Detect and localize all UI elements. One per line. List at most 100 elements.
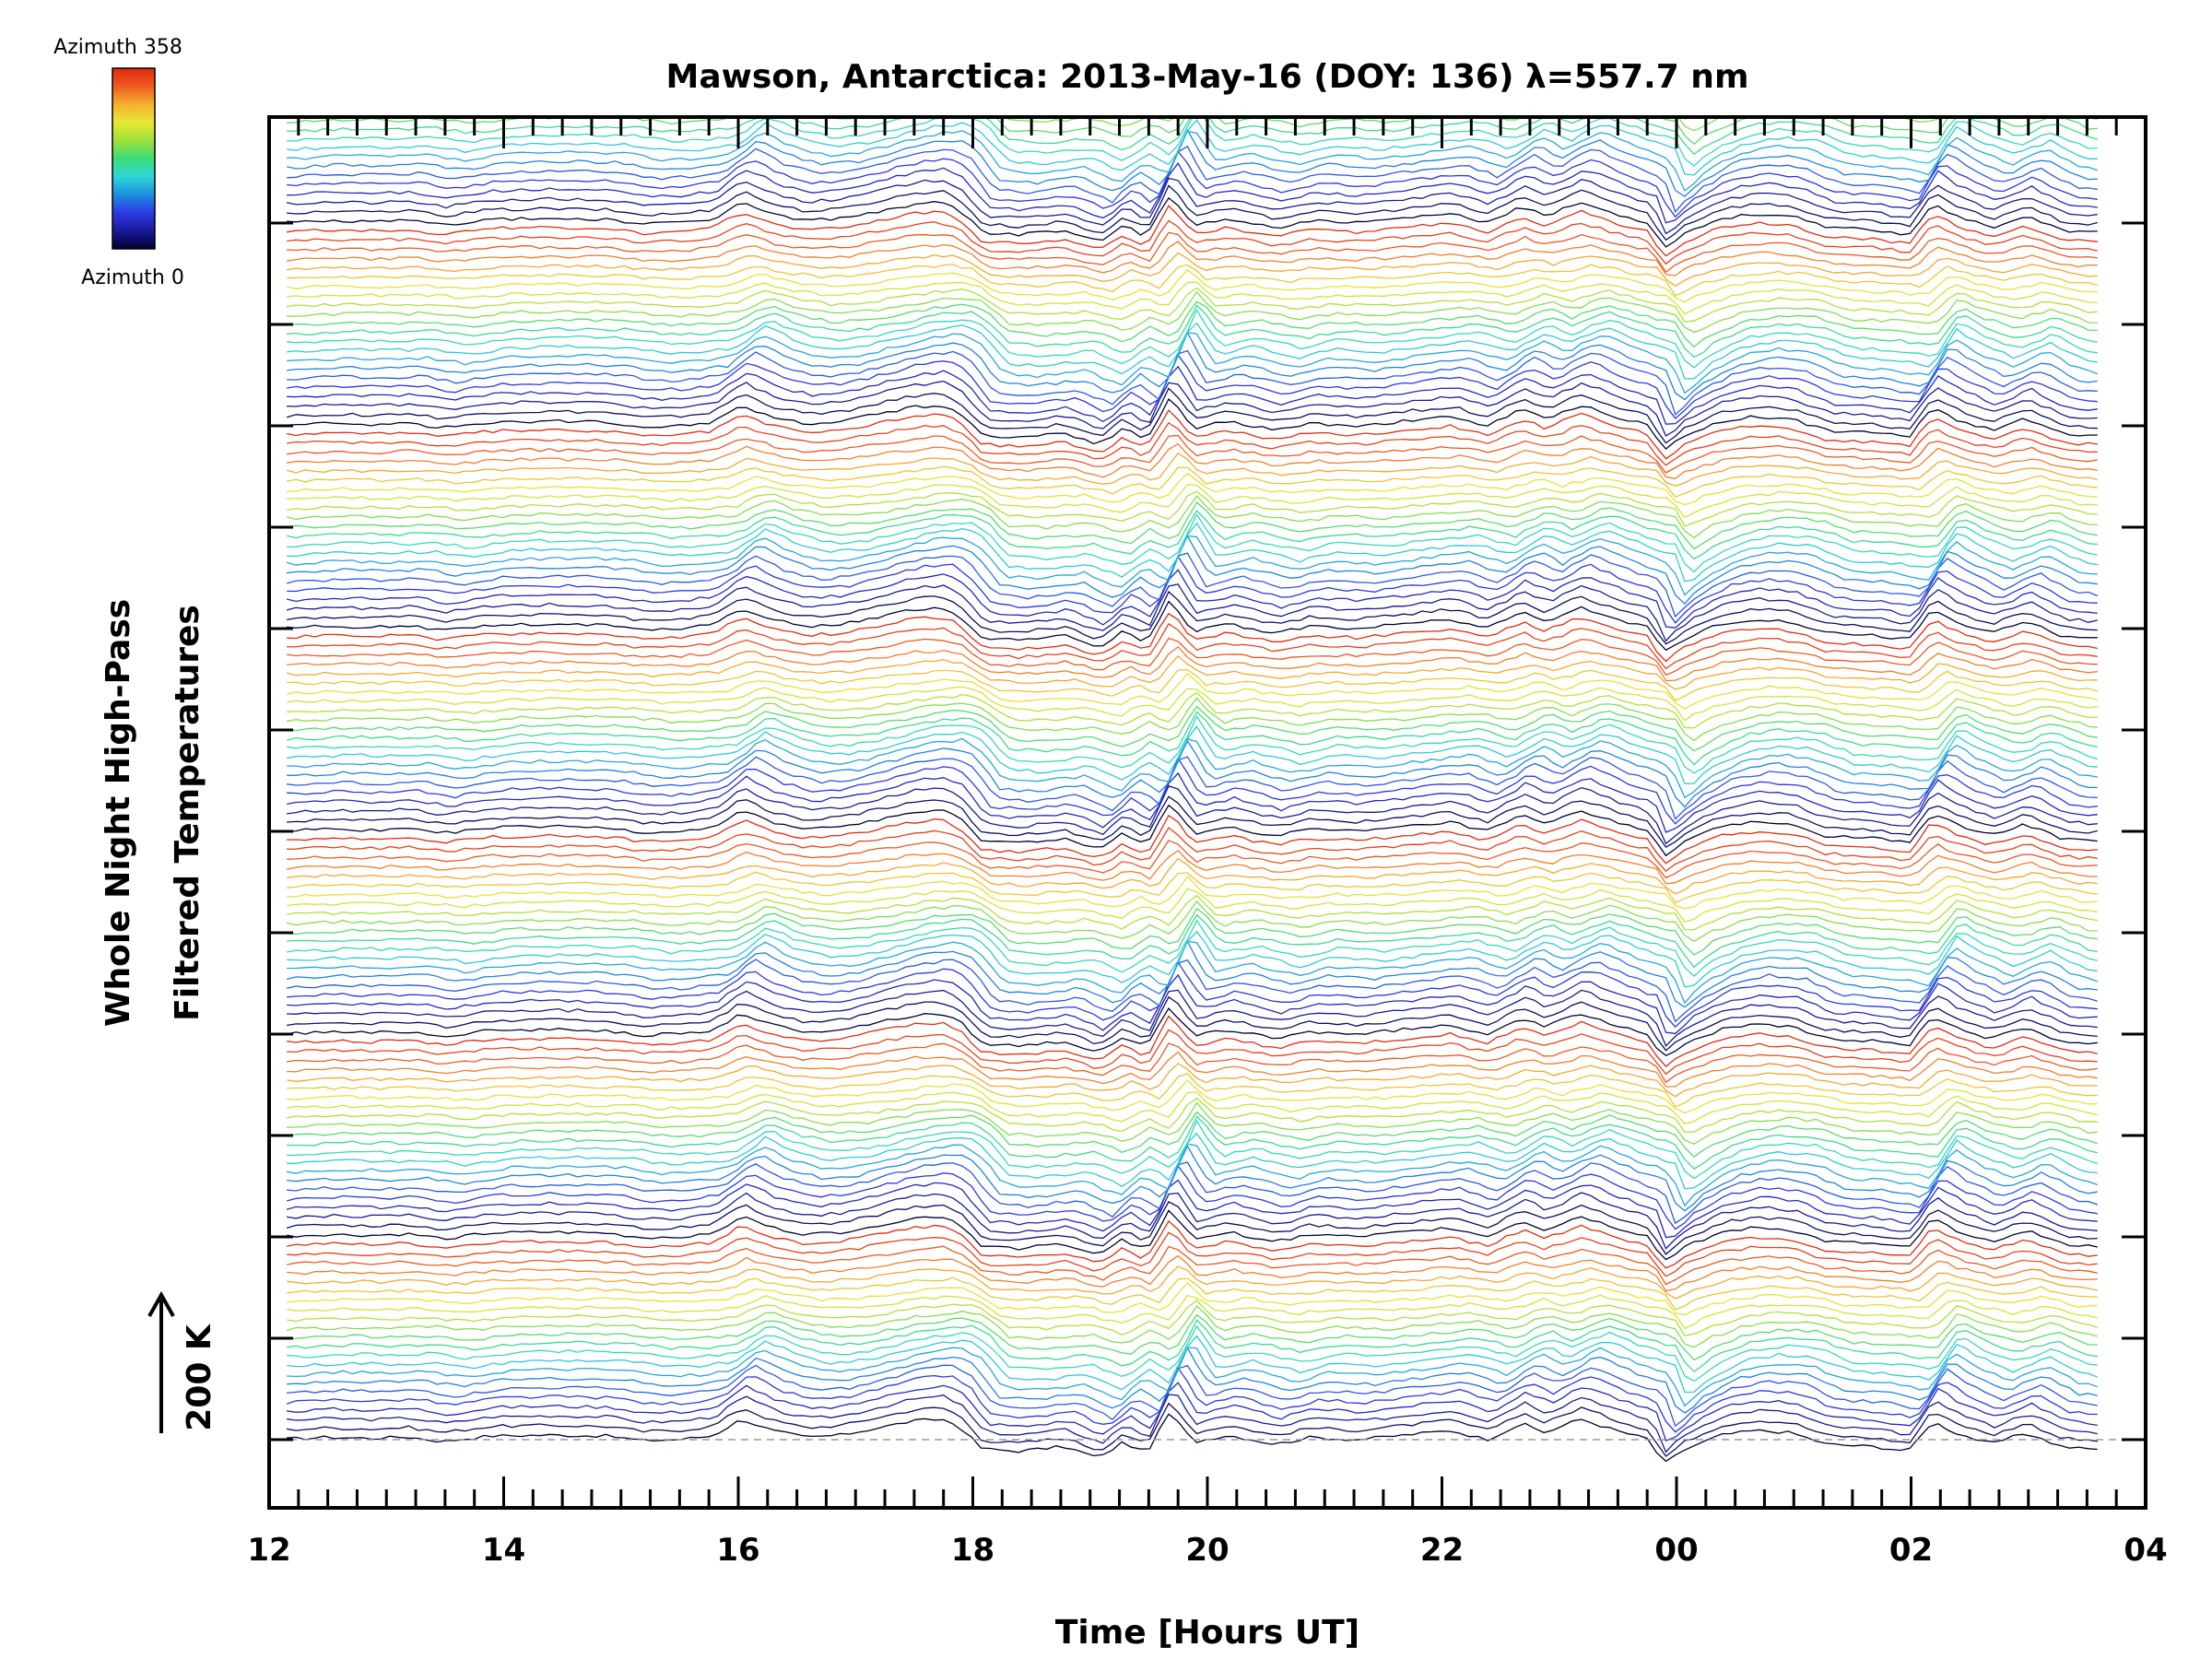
- colorbar-bottom-label: Azimuth 0: [81, 266, 184, 289]
- x-axis-label: Time [Hours UT]: [1055, 1614, 1359, 1652]
- azimuth-trace: [287, 646, 2098, 682]
- azimuth-trace: [287, 1029, 2098, 1076]
- azimuth-trace: [287, 888, 2098, 924]
- azimuth-trace: [287, 322, 2098, 380]
- azimuth-trace: [286, 705, 2098, 752]
- azimuth-trace: [286, 1164, 2098, 1230]
- azimuth-trace: [287, 150, 2098, 218]
- azimuth-trace: [287, 308, 2098, 369]
- azimuth-trace: [287, 196, 2098, 248]
- azimuth-trace: [286, 177, 2098, 235]
- azimuth-trace: [287, 434, 2098, 474]
- azimuth-trace: [287, 989, 2098, 1047]
- azimuth-trace: [287, 380, 2098, 437]
- azimuth-trace: [286, 1097, 2098, 1133]
- azimuth-trace: [286, 959, 2098, 1023]
- azimuth-trace: [287, 1319, 2098, 1373]
- azimuth-trace: [287, 513, 2098, 573]
- azimuth-trace: [287, 162, 2098, 224]
- azimuth-trace: [287, 1073, 2098, 1108]
- azimuth-trace: [286, 494, 2098, 539]
- azimuth-trace: [287, 875, 2098, 910]
- azimuth-trace: [287, 930, 2098, 988]
- x-tick-label: 14: [482, 1532, 525, 1569]
- azimuth-trace: [287, 1254, 2098, 1292]
- azimuth-trace: [286, 900, 2098, 942]
- azimuth-trace: [287, 1145, 2098, 1212]
- azimuth-trace: [286, 995, 2098, 1052]
- azimuth-trace: [287, 691, 2098, 729]
- azimuth-trace: [287, 483, 2098, 519]
- azimuth-trace: [286, 465, 2098, 498]
- azimuth-trace: [286, 409, 2098, 460]
- azimuth-trace: [287, 1119, 2099, 1180]
- azimuth-trace: [287, 973, 2098, 1035]
- azimuth-trace: [286, 128, 2098, 198]
- azimuth-trace: [287, 1231, 2098, 1277]
- scale-label: 200 K: [181, 1324, 218, 1431]
- azimuth-trace: [287, 804, 2098, 857]
- azimuth-trace: [287, 1192, 2098, 1250]
- scale-arrow: [147, 1290, 175, 1433]
- azimuth-trace: [287, 637, 2098, 677]
- azimuth-trace: [286, 1294, 2098, 1330]
- azimuth-trace: [286, 1111, 2099, 1159]
- azimuth-trace: [287, 757, 2098, 825]
- azimuth-trace: [287, 231, 2098, 274]
- azimuth-trace: [287, 281, 2098, 315]
- azimuth-trace: [286, 1209, 2098, 1261]
- azimuth-trace: [287, 349, 2098, 416]
- azimuth-trace: [287, 1324, 2098, 1382]
- azimuth-trace: [287, 1364, 2098, 1428]
- azimuth-trace: [287, 756, 2098, 820]
- azimuth-trace: [287, 184, 2098, 241]
- azimuth-trace: [287, 535, 2098, 606]
- azimuth-trace: [286, 1143, 2099, 1207]
- azimuth-trace: [287, 1281, 2098, 1316]
- azimuth-trace: [286, 1367, 2098, 1433]
- azimuth-trace: [287, 4, 2098, 54]
- azimuth-trace: [287, 1382, 2098, 1442]
- azimuth-trace: [287, 960, 2098, 1029]
- azimuth-trace: [287, 1161, 2099, 1225]
- y-axis-label-line2: Filtered Temperatures: [169, 605, 206, 1021]
- azimuth-trace: [286, 919, 2098, 977]
- azimuth-trace: [286, 268, 2098, 303]
- x-tick-label: 18: [951, 1532, 994, 1569]
- azimuth-trace: [286, 583, 2098, 642]
- azimuth-trace: [287, 1265, 2098, 1300]
- azimuth-trace: [287, 827, 2098, 872]
- traces-group: [286, 4, 2099, 1463]
- azimuth-trace: [286, 1179, 2098, 1239]
- azimuth-trace: [287, 737, 2098, 799]
- azimuth-trace: [287, 1413, 2098, 1463]
- azimuth-trace: [286, 894, 2098, 931]
- azimuth-trace: [287, 1115, 2098, 1171]
- azimuth-trace: [287, 304, 2098, 359]
- azimuth-trace: [286, 654, 2098, 690]
- azimuth-trace: [286, 241, 2098, 276]
- azimuth-trace: [286, 387, 2098, 444]
- azimuth-trace: [287, 1300, 2099, 1336]
- azimuth-trace: [286, 569, 2098, 629]
- azimuth-trace: [286, 354, 2098, 419]
- azimuth-trace: [287, 715, 2098, 774]
- azimuth-trace: [286, 205, 2098, 257]
- x-tick-label: 00: [1654, 1532, 1698, 1569]
- azimuth-trace: [287, 264, 2098, 297]
- azimuth-trace: [286, 535, 2098, 596]
- azimuth-trace: [287, 522, 2098, 582]
- azimuth-trace: [287, 622, 2098, 670]
- azimuth-trace: [286, 939, 2098, 1008]
- azimuth-trace: [287, 1042, 2098, 1084]
- azimuth-trace: [287, 421, 2098, 466]
- azimuth-trace: [287, 555, 2098, 624]
- azimuth-trace: [287, 871, 2098, 904]
- azimuth-trace: [287, 1063, 2098, 1098]
- azimuth-trace: [287, 290, 2098, 334]
- azimuth-trace: [287, 1015, 2098, 1067]
- azimuth-trace: [287, 940, 2099, 1005]
- x-tick-label: 02: [1889, 1532, 1933, 1569]
- azimuth-trace: [287, 795, 2098, 849]
